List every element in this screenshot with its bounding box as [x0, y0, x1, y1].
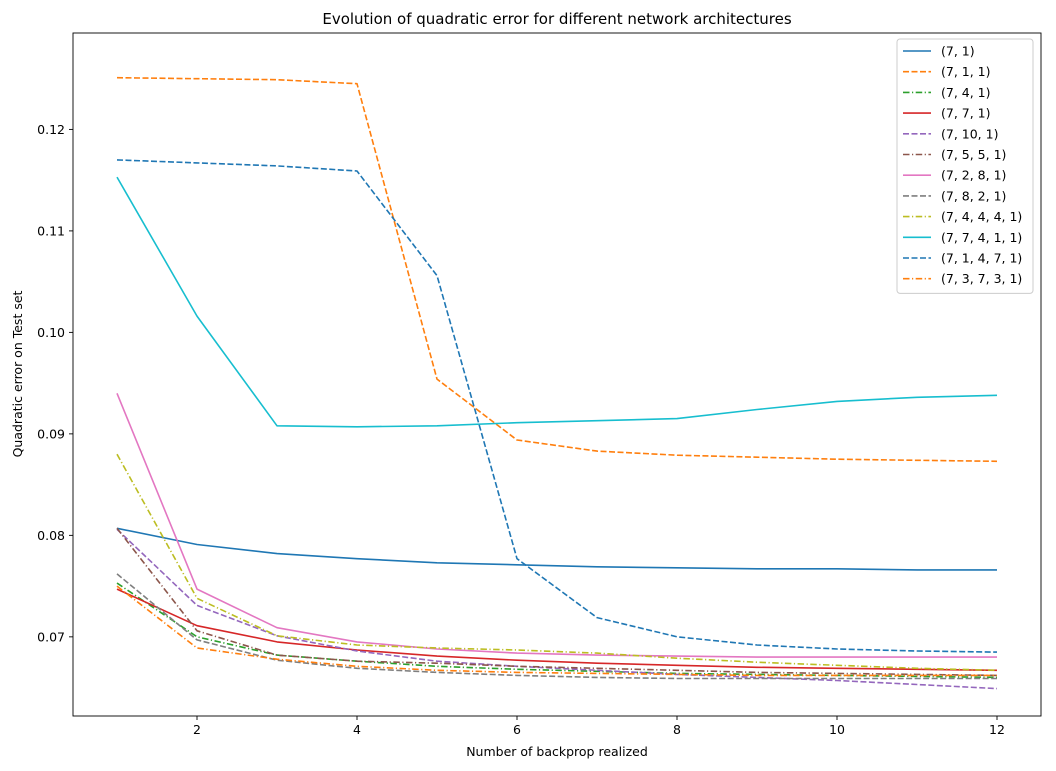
legend-label: (7, 8, 2, 1)	[941, 188, 1006, 203]
legend-label: (7, 1)	[941, 44, 975, 59]
legend-label: (7, 1, 4, 7, 1)	[941, 251, 1022, 266]
legend-label: (7, 3, 7, 3, 1)	[941, 271, 1022, 286]
x-tick-label: 4	[353, 722, 361, 737]
x-tick-label: 8	[673, 722, 681, 737]
x-axis-label: Number of backprop realized	[466, 744, 648, 759]
series-line-5	[116, 528, 998, 690]
legend-label: (7, 4, 1)	[941, 85, 991, 100]
series-line-12	[116, 585, 997, 677]
legend-label: (7, 4, 4, 4, 1)	[941, 209, 1022, 224]
y-tick-label: 0.10	[37, 325, 65, 340]
series-line-2	[116, 76, 998, 463]
y-tick-label: 0.07	[37, 629, 65, 644]
series-line-11	[116, 159, 998, 653]
y-tick-label: 0.12	[37, 122, 65, 137]
series-line-10	[116, 176, 998, 428]
y-tick-label: 0.08	[37, 528, 65, 543]
axes-frame	[72, 32, 1042, 717]
x-tick-label: 12	[989, 722, 1005, 737]
legend: (7, 1) (7, 1, 1) (7, 4, 1) (7, 7, 1) (7, 10,…	[896, 38, 1034, 294]
chart-title: Evolution of quadratic error for differe…	[322, 10, 791, 28]
legend-label: (7, 1, 1)	[941, 64, 991, 79]
x-tick-label: 6	[513, 722, 521, 737]
series-line-9	[116, 453, 998, 672]
legend-box	[896, 38, 1034, 294]
plot-area: 2 4 6 8 10 12 0.07 0.08 0.09 0.10 0.11 0.12	[37, 32, 1042, 737]
series-line-3	[116, 582, 998, 679]
x-tick-label: 2	[193, 722, 201, 737]
series-line-4	[116, 588, 998, 672]
y-tick-label: 0.11	[37, 223, 65, 238]
series-line-1	[116, 527, 997, 571]
legend-label: (7, 5, 5, 1)	[941, 147, 1006, 162]
legend-label: (7, 2, 8, 1)	[941, 168, 1006, 183]
y-axis-label: Quadratic error on Test set	[10, 290, 25, 457]
series-line-6	[116, 527, 998, 677]
legend-label: (7, 7, 1)	[941, 106, 991, 121]
x-tick-label: 10	[829, 722, 845, 737]
series-line-7	[116, 392, 997, 658]
legend-label: (7, 7, 4, 1, 1)	[941, 230, 1022, 245]
legend-label: (7, 10, 1)	[941, 126, 998, 141]
y-tick-label: 0.09	[37, 426, 65, 441]
series-line-8	[116, 573, 997, 680]
